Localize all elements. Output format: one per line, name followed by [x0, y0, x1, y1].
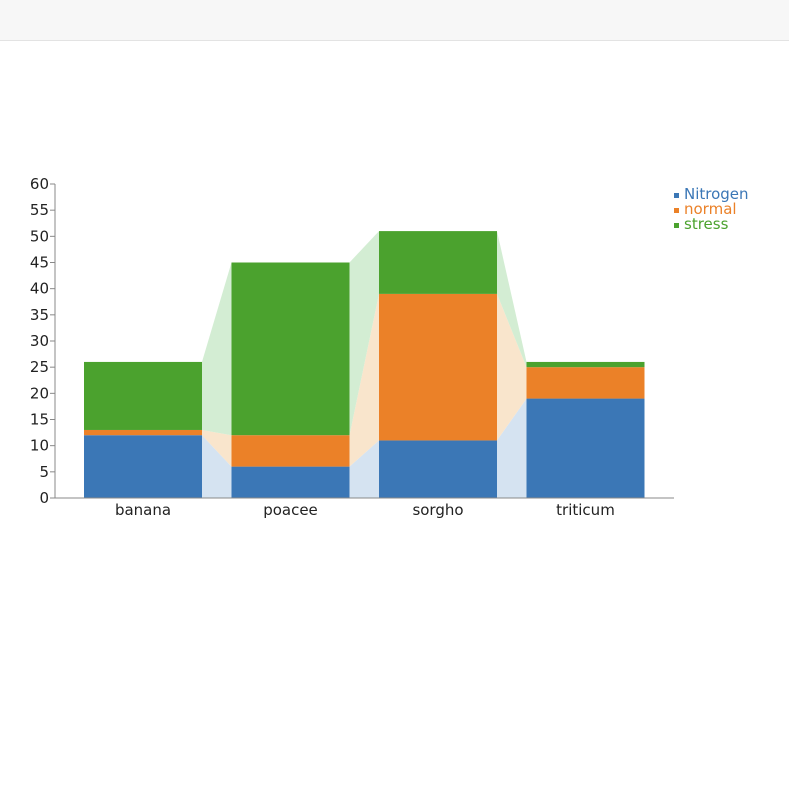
y-tick-label: 0: [39, 489, 49, 507]
link-normal-sorgho-triticum: [497, 293, 527, 441]
legend-swatch-normal: [674, 208, 679, 213]
link-normal-banana-poacee: [202, 429, 232, 467]
x-axis: banana poacee sorgho triticum: [55, 497, 674, 519]
legend-label-nitrogen: Nitrogen: [684, 185, 749, 203]
x-tick-label-poacee: poacee: [263, 501, 318, 519]
top-bar: [0, 0, 789, 41]
bar-poacee-nitrogen: [231, 466, 350, 498]
y-tick-label: 60: [30, 175, 49, 193]
y-tick-label: 15: [30, 411, 49, 429]
y-tick-label: 30: [30, 332, 49, 350]
y-tick-label: 35: [30, 306, 49, 324]
legend-label-stress: stress: [684, 215, 729, 233]
bars: [84, 231, 645, 498]
y-axis: 0 5 10 15 20 25 30 35 40 45 50 55 60: [30, 175, 56, 507]
x-tick-label-sorgho: sorgho: [412, 501, 463, 519]
legend-label-normal: normal: [684, 200, 737, 218]
link-nitrogen-banana-poacee: [202, 435, 232, 498]
bar-sorgho-nitrogen: [379, 440, 497, 498]
series-links: [202, 231, 527, 498]
x-tick-label-triticum: triticum: [556, 501, 615, 519]
bar-banana-stress: [84, 361, 202, 430]
y-tick-label: 40: [30, 280, 49, 298]
bar-banana-nitrogen: [84, 435, 202, 498]
x-tick-label-banana: banana: [115, 501, 171, 519]
y-tick-label: 10: [30, 437, 49, 455]
link-stress-poacee-sorgho: [349, 231, 379, 436]
link-nitrogen-sorgho-triticum: [497, 398, 527, 498]
y-tick-label: 5: [39, 463, 49, 481]
legend-swatch-nitrogen: [674, 193, 679, 198]
y-tick-label: 50: [30, 227, 49, 245]
bar-poacee-normal: [231, 435, 350, 467]
bar-sorgho-stress: [379, 231, 497, 294]
bar-triticum-stress: [526, 361, 645, 368]
y-tick-label: 45: [30, 254, 49, 272]
legend-swatch-stress: [674, 223, 679, 228]
bar-triticum-nitrogen: [526, 398, 645, 498]
y-tick-label: 25: [30, 358, 49, 376]
bar-banana-normal: [84, 429, 202, 436]
bar-triticum-normal: [526, 367, 645, 399]
link-nitrogen-poacee-sorgho: [349, 440, 379, 498]
y-tick-label: 55: [30, 201, 49, 219]
bar-sorgho-normal: [379, 293, 497, 441]
bar-poacee-stress: [231, 262, 350, 436]
link-stress-banana-poacee: [202, 262, 232, 436]
y-tick-label: 20: [30, 384, 49, 402]
link-normal-poacee-sorgho: [349, 293, 379, 467]
link-stress-sorgho-triticum: [497, 231, 527, 368]
